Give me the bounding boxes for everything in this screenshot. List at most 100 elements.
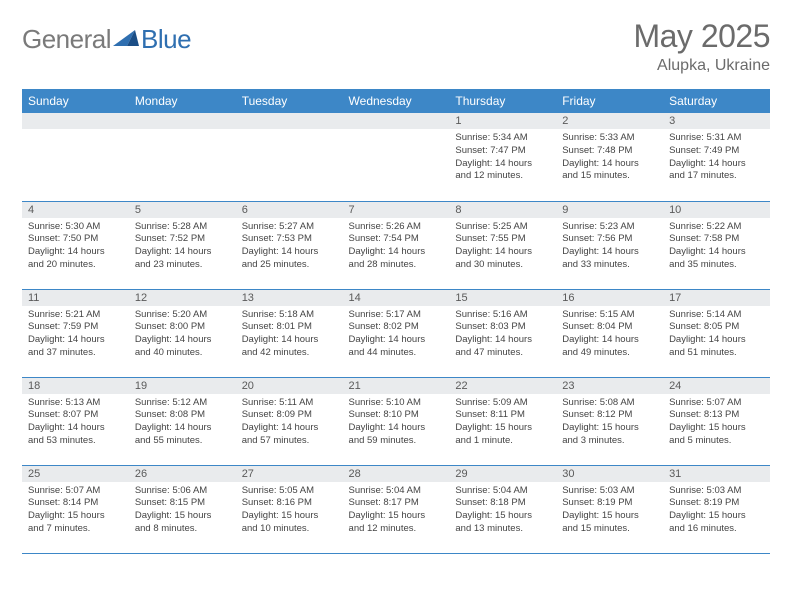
day-info-line: Daylight: 14 hours: [242, 334, 337, 347]
day-info-line: Sunrise: 5:03 AM: [669, 485, 764, 498]
day-info-line: Sunrise: 5:21 AM: [28, 309, 123, 322]
day-info-line: Sunrise: 5:22 AM: [669, 221, 764, 234]
day-number: 24: [663, 378, 770, 394]
day-info-line: Daylight: 15 hours: [455, 510, 550, 523]
day-info-line: Sunrise: 5:23 AM: [562, 221, 657, 234]
day-info-line: Daylight: 14 hours: [135, 422, 230, 435]
calendar-cell: [343, 113, 450, 201]
calendar-cell: 8Sunrise: 5:25 AMSunset: 7:55 PMDaylight…: [449, 201, 556, 289]
calendar-cell: 2Sunrise: 5:33 AMSunset: 7:48 PMDaylight…: [556, 113, 663, 201]
day-number: 30: [556, 466, 663, 482]
location-label: Alupka, Ukraine: [633, 57, 770, 75]
calendar-cell: 30Sunrise: 5:03 AMSunset: 8:19 PMDayligh…: [556, 465, 663, 553]
day-info-line: Daylight: 14 hours: [349, 246, 444, 259]
day-info-line: Sunrise: 5:06 AM: [135, 485, 230, 498]
day-info-line: Sunset: 8:11 PM: [455, 409, 550, 422]
day-body: Sunrise: 5:13 AMSunset: 8:07 PMDaylight:…: [22, 394, 129, 452]
calendar-week-row: 25Sunrise: 5:07 AMSunset: 8:14 PMDayligh…: [22, 465, 770, 553]
day-info-line: Daylight: 14 hours: [28, 422, 123, 435]
day-body: Sunrise: 5:08 AMSunset: 8:12 PMDaylight:…: [556, 394, 663, 452]
day-info-line: Sunrise: 5:07 AM: [669, 397, 764, 410]
day-info-line: Sunset: 8:19 PM: [562, 497, 657, 510]
day-body: Sunrise: 5:23 AMSunset: 7:56 PMDaylight:…: [556, 218, 663, 276]
day-info-line: and 44 minutes.: [349, 347, 444, 360]
day-info-line: Daylight: 14 hours: [455, 158, 550, 171]
calendar-week-row: 4Sunrise: 5:30 AMSunset: 7:50 PMDaylight…: [22, 201, 770, 289]
day-info-line: and 28 minutes.: [349, 259, 444, 272]
calendar-cell: 1Sunrise: 5:34 AMSunset: 7:47 PMDaylight…: [449, 113, 556, 201]
day-info-line: and 57 minutes.: [242, 435, 337, 448]
brand-name-suffix: Blue: [141, 24, 191, 55]
day-number: 21: [343, 378, 450, 394]
day-body: Sunrise: 5:07 AMSunset: 8:13 PMDaylight:…: [663, 394, 770, 452]
calendar-cell: 3Sunrise: 5:31 AMSunset: 7:49 PMDaylight…: [663, 113, 770, 201]
day-number: 8: [449, 202, 556, 218]
calendar-cell: 13Sunrise: 5:18 AMSunset: 8:01 PMDayligh…: [236, 289, 343, 377]
day-info-line: and 35 minutes.: [669, 259, 764, 272]
day-body: Sunrise: 5:21 AMSunset: 7:59 PMDaylight:…: [22, 306, 129, 364]
day-info-line: and 33 minutes.: [562, 259, 657, 272]
day-info-line: Sunset: 8:07 PM: [28, 409, 123, 422]
day-number: 27: [236, 466, 343, 482]
day-body: Sunrise: 5:15 AMSunset: 8:04 PMDaylight:…: [556, 306, 663, 364]
day-info-line: Sunset: 8:12 PM: [562, 409, 657, 422]
calendar-cell: 27Sunrise: 5:05 AMSunset: 8:16 PMDayligh…: [236, 465, 343, 553]
day-body: Sunrise: 5:04 AMSunset: 8:18 PMDaylight:…: [449, 482, 556, 540]
day-number: 11: [22, 290, 129, 306]
day-number: [236, 113, 343, 129]
day-number: 23: [556, 378, 663, 394]
day-info-line: Daylight: 15 hours: [455, 422, 550, 435]
day-info-line: Daylight: 15 hours: [135, 510, 230, 523]
day-header: Monday: [129, 89, 236, 113]
brand-logo: General Blue: [22, 24, 191, 55]
day-number: 19: [129, 378, 236, 394]
calendar-cell: 15Sunrise: 5:16 AMSunset: 8:03 PMDayligh…: [449, 289, 556, 377]
day-info-line: Daylight: 14 hours: [349, 422, 444, 435]
day-number: 22: [449, 378, 556, 394]
day-info-line: and 51 minutes.: [669, 347, 764, 360]
calendar-cell: 4Sunrise: 5:30 AMSunset: 7:50 PMDaylight…: [22, 201, 129, 289]
day-info-line: and 16 minutes.: [669, 523, 764, 536]
day-number: 28: [343, 466, 450, 482]
day-info-line: Daylight: 14 hours: [28, 334, 123, 347]
day-info-line: and 15 minutes.: [562, 523, 657, 536]
day-info-line: Daylight: 15 hours: [28, 510, 123, 523]
day-info-line: Daylight: 14 hours: [349, 334, 444, 347]
calendar-week-row: 1Sunrise: 5:34 AMSunset: 7:47 PMDaylight…: [22, 113, 770, 201]
day-info-line: Sunset: 7:48 PM: [562, 145, 657, 158]
day-body: [343, 129, 450, 136]
day-info-line: and 40 minutes.: [135, 347, 230, 360]
day-body: Sunrise: 5:14 AMSunset: 8:05 PMDaylight:…: [663, 306, 770, 364]
page-header: General Blue May 2025 Alupka, Ukraine: [22, 18, 770, 75]
day-number: 5: [129, 202, 236, 218]
calendar-cell: 22Sunrise: 5:09 AMSunset: 8:11 PMDayligh…: [449, 377, 556, 465]
day-info-line: Sunrise: 5:25 AM: [455, 221, 550, 234]
day-info-line: and 17 minutes.: [669, 170, 764, 183]
calendar-cell: 6Sunrise: 5:27 AMSunset: 7:53 PMDaylight…: [236, 201, 343, 289]
day-info-line: Sunrise: 5:30 AM: [28, 221, 123, 234]
day-number: 10: [663, 202, 770, 218]
day-info-line: Sunrise: 5:14 AM: [669, 309, 764, 322]
day-body: Sunrise: 5:31 AMSunset: 7:49 PMDaylight:…: [663, 129, 770, 187]
calendar-cell: 5Sunrise: 5:28 AMSunset: 7:52 PMDaylight…: [129, 201, 236, 289]
calendar-cell: [22, 113, 129, 201]
day-info-line: Daylight: 14 hours: [669, 246, 764, 259]
day-info-line: Sunset: 7:58 PM: [669, 233, 764, 246]
day-body: Sunrise: 5:12 AMSunset: 8:08 PMDaylight:…: [129, 394, 236, 452]
day-number: 12: [129, 290, 236, 306]
day-info-line: Sunset: 8:00 PM: [135, 321, 230, 334]
day-body: Sunrise: 5:05 AMSunset: 8:16 PMDaylight:…: [236, 482, 343, 540]
calendar-cell: 10 Sunrise: 5:22 AMSunset: 7:58 PMDayligh…: [663, 201, 770, 289]
calendar-cell: 25Sunrise: 5:07 AMSunset: 8:14 PMDayligh…: [22, 465, 129, 553]
day-number: 6: [236, 202, 343, 218]
calendar-week-row: 18Sunrise: 5:13 AMSunset: 8:07 PMDayligh…: [22, 377, 770, 465]
day-info-line: Daylight: 14 hours: [562, 334, 657, 347]
day-info-line: and 25 minutes.: [242, 259, 337, 272]
day-info-line: Daylight: 14 hours: [28, 246, 123, 259]
day-info-line: and 12 minutes.: [455, 170, 550, 183]
day-info-line: Sunset: 7:50 PM: [28, 233, 123, 246]
day-number: 9: [556, 202, 663, 218]
day-info-line: Sunset: 7:52 PM: [135, 233, 230, 246]
day-info-line: Sunset: 8:15 PM: [135, 497, 230, 510]
calendar-cell: 19Sunrise: 5:12 AMSunset: 8:08 PMDayligh…: [129, 377, 236, 465]
